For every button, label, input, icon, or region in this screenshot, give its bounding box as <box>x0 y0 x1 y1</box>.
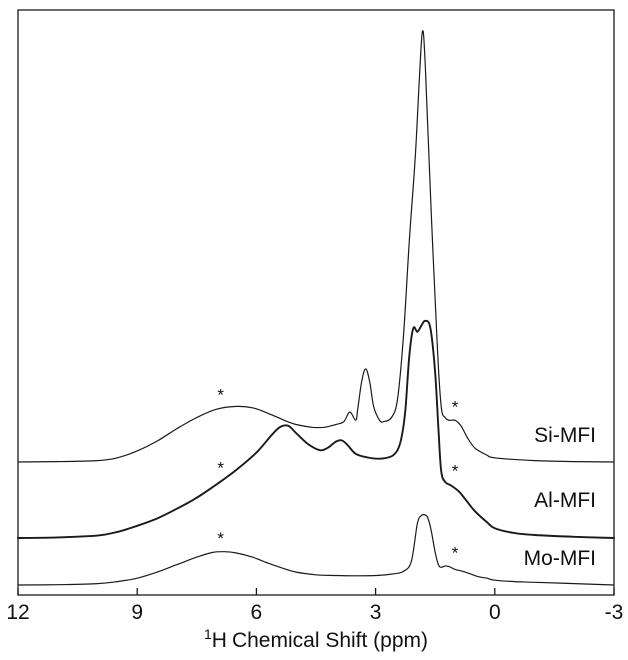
asterisk-annotation: * <box>452 544 459 563</box>
series-label-si-mfi: Si-MFI <box>534 424 596 447</box>
x-tick-label: 0 <box>489 601 501 624</box>
x-axis-title-superscript: 1 <box>204 626 212 642</box>
x-axis-title-text: Chemical Shift (ppm) <box>232 629 428 652</box>
x-tick-label: 3 <box>370 601 382 624</box>
series-label-al-mfi: Al-MFI <box>534 489 596 512</box>
asterisk-annotation: * <box>452 461 459 480</box>
asterisk-annotation: * <box>217 386 224 405</box>
x-axis-ticks <box>17 588 615 595</box>
series-line-si-mfi <box>17 30 615 463</box>
series-line-al-mfi <box>17 319 615 539</box>
asterisk-annotation: * <box>452 397 459 416</box>
x-axis-title-nucleus: H <box>212 629 227 652</box>
series-labels: Si-MFI Al-MFI Mo-MFI <box>524 424 596 570</box>
x-tick-label: 12 <box>6 601 29 624</box>
series-label-mo-mfi: Mo-MFI <box>524 547 596 570</box>
series-lines <box>17 30 615 586</box>
x-axis-tick-labels: 12 9 6 3 0 -3 <box>6 601 623 624</box>
x-tick-label: 6 <box>251 601 263 624</box>
x-tick-label: -3 <box>605 601 624 624</box>
plot-frame <box>17 9 615 596</box>
asterisk-annotation: * <box>217 458 224 477</box>
series-line-mo-mfi <box>17 513 615 586</box>
asterisk-annotations: * * * * * * <box>217 386 458 563</box>
asterisk-annotation: * <box>217 529 224 548</box>
x-tick-label: 9 <box>131 601 143 624</box>
x-axis-title: 1H Chemical Shift (ppm) <box>204 626 428 652</box>
